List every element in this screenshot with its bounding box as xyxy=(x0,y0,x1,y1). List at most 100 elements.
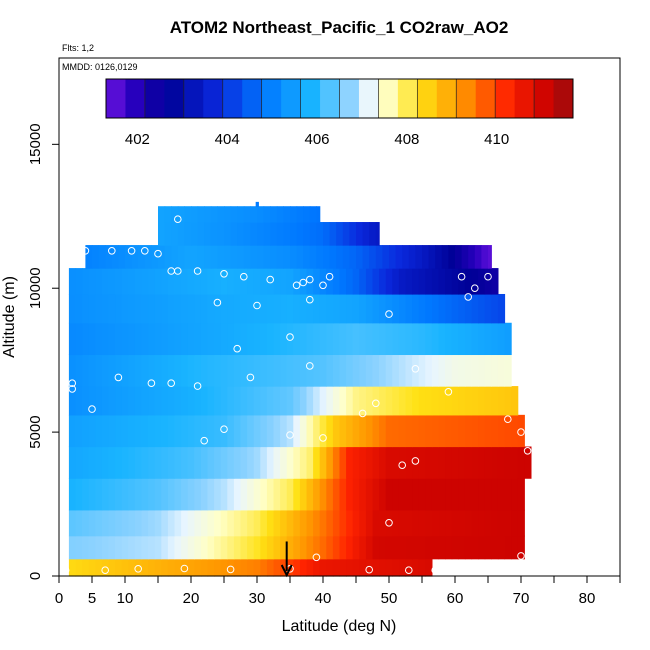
heatmap-cell xyxy=(243,206,251,223)
sample-point xyxy=(484,272,492,281)
heatmap-cell xyxy=(167,446,176,479)
heatmap-cell xyxy=(365,268,374,295)
heatmap-cell xyxy=(313,535,321,560)
heatmap-cell xyxy=(280,478,288,511)
heatmap-cell xyxy=(171,222,179,246)
heatmap-cell xyxy=(141,509,149,537)
heatmap-cell xyxy=(95,414,103,448)
heatmap-cell xyxy=(405,268,413,295)
heatmap-cell xyxy=(379,446,387,479)
heatmap-cell xyxy=(425,293,433,324)
sample-point xyxy=(411,365,420,373)
heatmap-cell xyxy=(121,446,129,479)
heatmap-cell xyxy=(471,414,479,448)
heatmap-cell xyxy=(181,446,189,479)
heatmap-cell xyxy=(210,222,218,246)
heatmap-cell xyxy=(329,245,337,269)
heatmap-cell xyxy=(451,414,459,448)
heatmap-cell xyxy=(68,509,77,537)
heatmap-cell xyxy=(217,245,225,269)
colorbar-segment xyxy=(106,79,126,118)
heatmap-cell xyxy=(359,386,367,416)
heatmap-cell xyxy=(247,558,255,577)
heatmap-cell xyxy=(128,414,136,448)
heatmap-cell xyxy=(306,354,314,387)
heatmap-cell xyxy=(200,478,209,511)
heatmap-cell xyxy=(108,535,116,560)
heatmap-cell xyxy=(115,354,123,387)
x-tick-label: 0 xyxy=(55,590,63,607)
heatmap-cell xyxy=(134,293,143,324)
heatmap-cell xyxy=(148,386,156,416)
heatmap-cell xyxy=(270,206,278,223)
heatmap-cell xyxy=(240,354,248,387)
heatmap-cell xyxy=(227,478,235,511)
heatmap-cell xyxy=(352,414,360,448)
heatmap-cell xyxy=(250,206,258,223)
heatmap-cell xyxy=(385,446,393,479)
heatmap-cell xyxy=(385,535,393,560)
heatmap-cell xyxy=(316,206,321,223)
heatmap-cell xyxy=(187,535,195,560)
heatmap-cell xyxy=(266,268,275,295)
heatmap-cell xyxy=(266,293,275,324)
heatmap-cell xyxy=(319,386,327,416)
heatmap-cell xyxy=(332,268,341,295)
heatmap-cell xyxy=(108,414,116,448)
heatmap-cell xyxy=(194,558,202,577)
heatmap-cell xyxy=(214,414,222,448)
sample-point xyxy=(405,566,413,575)
heatmap-cell xyxy=(154,354,162,387)
heatmap-cell xyxy=(68,322,77,356)
heatmap-cell xyxy=(75,386,83,416)
heatmap-cell xyxy=(471,354,479,387)
heatmap-cell xyxy=(115,446,123,479)
heatmap-cell xyxy=(346,558,354,577)
heatmap-cell xyxy=(451,535,459,560)
heatmap-cell xyxy=(352,446,360,479)
heatmap-cell xyxy=(161,268,169,295)
heatmap-cell xyxy=(250,222,258,246)
heatmap-cell xyxy=(273,293,281,324)
heatmap-cell xyxy=(75,558,83,577)
heatmap-cell xyxy=(451,268,459,295)
heatmap-cell xyxy=(154,509,162,537)
heatmap-cell xyxy=(115,535,123,560)
heatmap-cell xyxy=(332,414,341,448)
heatmap-cell xyxy=(177,222,185,246)
heatmap-cell xyxy=(461,245,469,269)
heatmap-cell xyxy=(445,268,453,295)
heatmap-field xyxy=(68,201,532,577)
heatmap-cell xyxy=(253,268,261,295)
heatmap-cell xyxy=(319,478,327,511)
heatmap-cell xyxy=(286,446,294,479)
heatmap-cell xyxy=(339,354,347,387)
sample-point xyxy=(292,281,301,290)
heatmap-cell xyxy=(385,293,393,324)
heatmap-cell xyxy=(95,558,103,577)
heatmap-cell xyxy=(365,354,374,387)
heatmap-cell xyxy=(128,268,136,295)
heatmap-cell xyxy=(141,354,149,387)
heatmap-cell xyxy=(412,293,420,324)
heatmap-cell xyxy=(369,245,377,269)
heatmap-cell xyxy=(115,293,123,324)
heatmap-cell xyxy=(293,414,301,448)
heatmap-cell xyxy=(464,322,473,356)
heatmap-cell xyxy=(88,414,96,448)
heatmap-cell xyxy=(240,268,248,295)
heatmap-cell xyxy=(313,446,321,479)
heatmap-cell xyxy=(75,509,83,537)
heatmap-cell xyxy=(95,268,103,295)
heatmap-cell xyxy=(266,386,275,416)
heatmap-cell xyxy=(224,222,232,246)
heatmap-cell xyxy=(121,386,129,416)
heatmap-cell xyxy=(445,509,453,537)
heatmap-cell xyxy=(458,322,466,356)
heatmap-cell xyxy=(418,478,426,511)
heatmap-cell xyxy=(313,386,321,416)
heatmap-cell xyxy=(141,558,149,577)
heatmap-cell xyxy=(161,509,169,537)
heatmap-cell xyxy=(68,386,77,416)
heatmap-cell xyxy=(141,322,149,356)
